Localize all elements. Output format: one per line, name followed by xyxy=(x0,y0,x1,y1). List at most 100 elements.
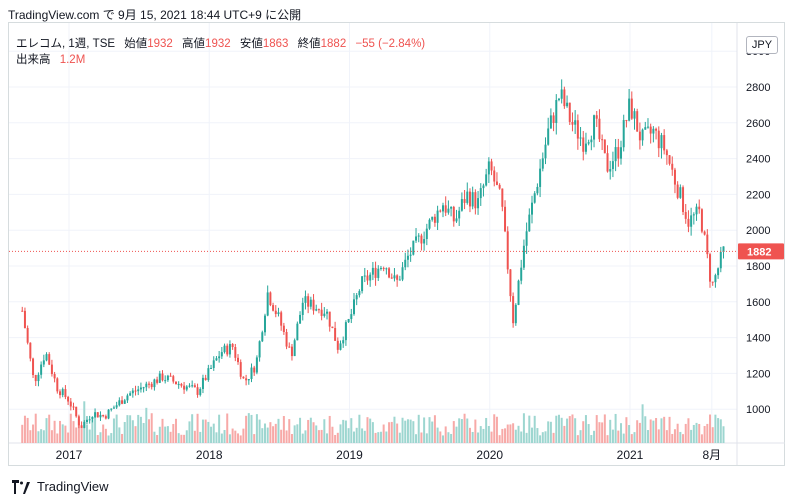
volume-bar xyxy=(361,428,364,443)
candle-body xyxy=(255,357,258,373)
candle-body xyxy=(504,206,507,232)
y-tick-label: 1200 xyxy=(746,368,770,380)
candle-body xyxy=(379,267,382,269)
volume-bar xyxy=(282,416,285,443)
volume-bar xyxy=(153,431,156,443)
y-tick-label: 1000 xyxy=(746,404,770,416)
candle-body xyxy=(220,352,223,357)
candle-body xyxy=(272,305,275,311)
volume-bar xyxy=(641,404,644,443)
volume-bar xyxy=(520,431,523,443)
volume-bar xyxy=(50,430,53,443)
candle-body xyxy=(582,137,585,152)
volume-bar xyxy=(118,427,121,443)
volume-bar xyxy=(40,429,43,443)
y-tick-label: 2200 xyxy=(746,189,770,201)
candle-body xyxy=(139,387,142,390)
volume-bar xyxy=(139,416,142,443)
candle-body xyxy=(655,128,658,131)
volume-bar xyxy=(75,427,78,443)
volume-bar xyxy=(673,429,676,443)
volume-bar xyxy=(174,418,177,443)
candle-body xyxy=(285,332,288,347)
candle-body xyxy=(234,347,237,358)
volume-bar xyxy=(717,418,720,443)
candle-body xyxy=(595,115,598,119)
x-tick-label: 2020 xyxy=(476,448,503,462)
volume-bar xyxy=(552,432,555,443)
volume-bar xyxy=(703,426,706,443)
candle-body xyxy=(99,414,102,418)
candle-body xyxy=(468,191,471,207)
candle-body xyxy=(531,202,534,215)
volume-bar xyxy=(358,414,361,443)
candle-body xyxy=(296,323,299,341)
volume-bar xyxy=(598,422,601,443)
candle-body xyxy=(676,184,679,198)
volume-bar xyxy=(129,415,132,443)
chart-legend: エレコム, 1週, TSE 始値1932 高値1932 安値1863 終値188… xyxy=(16,36,425,68)
volume-bar xyxy=(342,419,345,443)
candle-body xyxy=(245,378,248,381)
candle-body xyxy=(495,181,498,185)
volume-bar xyxy=(242,428,245,443)
candle-body xyxy=(26,328,29,343)
volume-bar xyxy=(574,418,577,443)
volume-bar xyxy=(547,421,550,443)
volume-bar xyxy=(579,430,582,443)
candle-body xyxy=(420,235,423,244)
volume-bar xyxy=(452,421,455,443)
y-tick-label: 1800 xyxy=(746,261,770,273)
volume-bar xyxy=(614,413,617,443)
candle-body xyxy=(385,268,388,270)
candle-body xyxy=(382,267,385,269)
volume-bar xyxy=(326,433,329,443)
currency-selector[interactable]: JPY xyxy=(746,36,778,54)
volume-bar xyxy=(682,434,685,443)
candle-body xyxy=(442,205,444,212)
y-tick-label: 1400 xyxy=(746,333,770,345)
candle-body xyxy=(646,126,649,128)
candle-body xyxy=(177,384,180,386)
candle-body xyxy=(552,115,555,123)
price-chart[interactable]: 1000 1200 1400 1600 1800 2000 2200 2400 2600 2800… xyxy=(9,23,785,465)
candle-body xyxy=(536,186,539,194)
high-label: 高値 xyxy=(182,38,206,50)
candle-body xyxy=(231,344,234,348)
volume-bar xyxy=(668,416,671,443)
candle-body xyxy=(45,354,48,361)
candle-body xyxy=(134,390,137,392)
candle-body xyxy=(620,147,623,159)
volume-bar xyxy=(479,426,482,443)
candle-body xyxy=(288,346,291,348)
candle-body xyxy=(145,383,148,388)
volume-bar xyxy=(247,413,250,443)
volume-bar xyxy=(522,413,525,443)
volume-bar xyxy=(698,423,701,443)
low-label: 安値 xyxy=(239,38,263,50)
y-tick-label: 1600 xyxy=(746,297,770,309)
candle-body xyxy=(652,128,655,134)
volume-bar xyxy=(290,433,293,443)
volume-bar xyxy=(460,419,463,443)
candle-body xyxy=(32,358,35,376)
volume-bar xyxy=(576,435,579,443)
candle-body xyxy=(228,344,231,355)
footer-brand[interactable]: TradingView xyxy=(11,479,109,494)
volume-bar xyxy=(61,424,64,443)
candle-body xyxy=(609,169,612,172)
volume-bar xyxy=(185,430,188,443)
candle-body xyxy=(398,279,401,281)
candle-body xyxy=(601,139,604,141)
volume-bar xyxy=(110,433,113,443)
volume-bar xyxy=(539,435,542,443)
volume-bar xyxy=(32,424,35,443)
candle-body xyxy=(169,375,172,377)
y-tick-label: 2800 xyxy=(746,82,770,94)
volume-bar xyxy=(156,435,159,443)
candle-body xyxy=(226,345,229,355)
y-tick-label: 2400 xyxy=(746,154,770,166)
candle-body xyxy=(547,128,550,145)
candle-body xyxy=(309,299,312,307)
candle-body xyxy=(352,299,355,315)
